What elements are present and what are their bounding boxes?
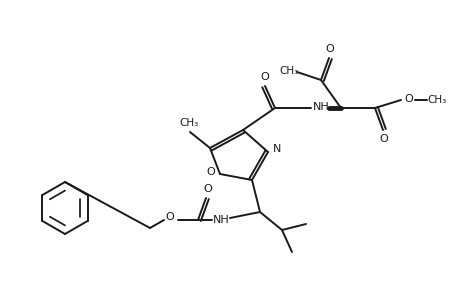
Text: CH₃: CH₃ bbox=[179, 118, 198, 128]
Text: CH₃: CH₃ bbox=[279, 66, 298, 76]
Text: O: O bbox=[203, 184, 212, 194]
Text: O: O bbox=[165, 212, 174, 222]
Text: O: O bbox=[404, 94, 413, 104]
Text: NH: NH bbox=[312, 102, 329, 112]
Text: O: O bbox=[260, 72, 269, 82]
Text: NH: NH bbox=[212, 215, 229, 225]
Text: O: O bbox=[325, 44, 334, 54]
Text: O: O bbox=[379, 134, 387, 144]
Text: O: O bbox=[206, 167, 215, 177]
Text: N: N bbox=[272, 144, 280, 154]
Text: CH₃: CH₃ bbox=[426, 95, 446, 105]
